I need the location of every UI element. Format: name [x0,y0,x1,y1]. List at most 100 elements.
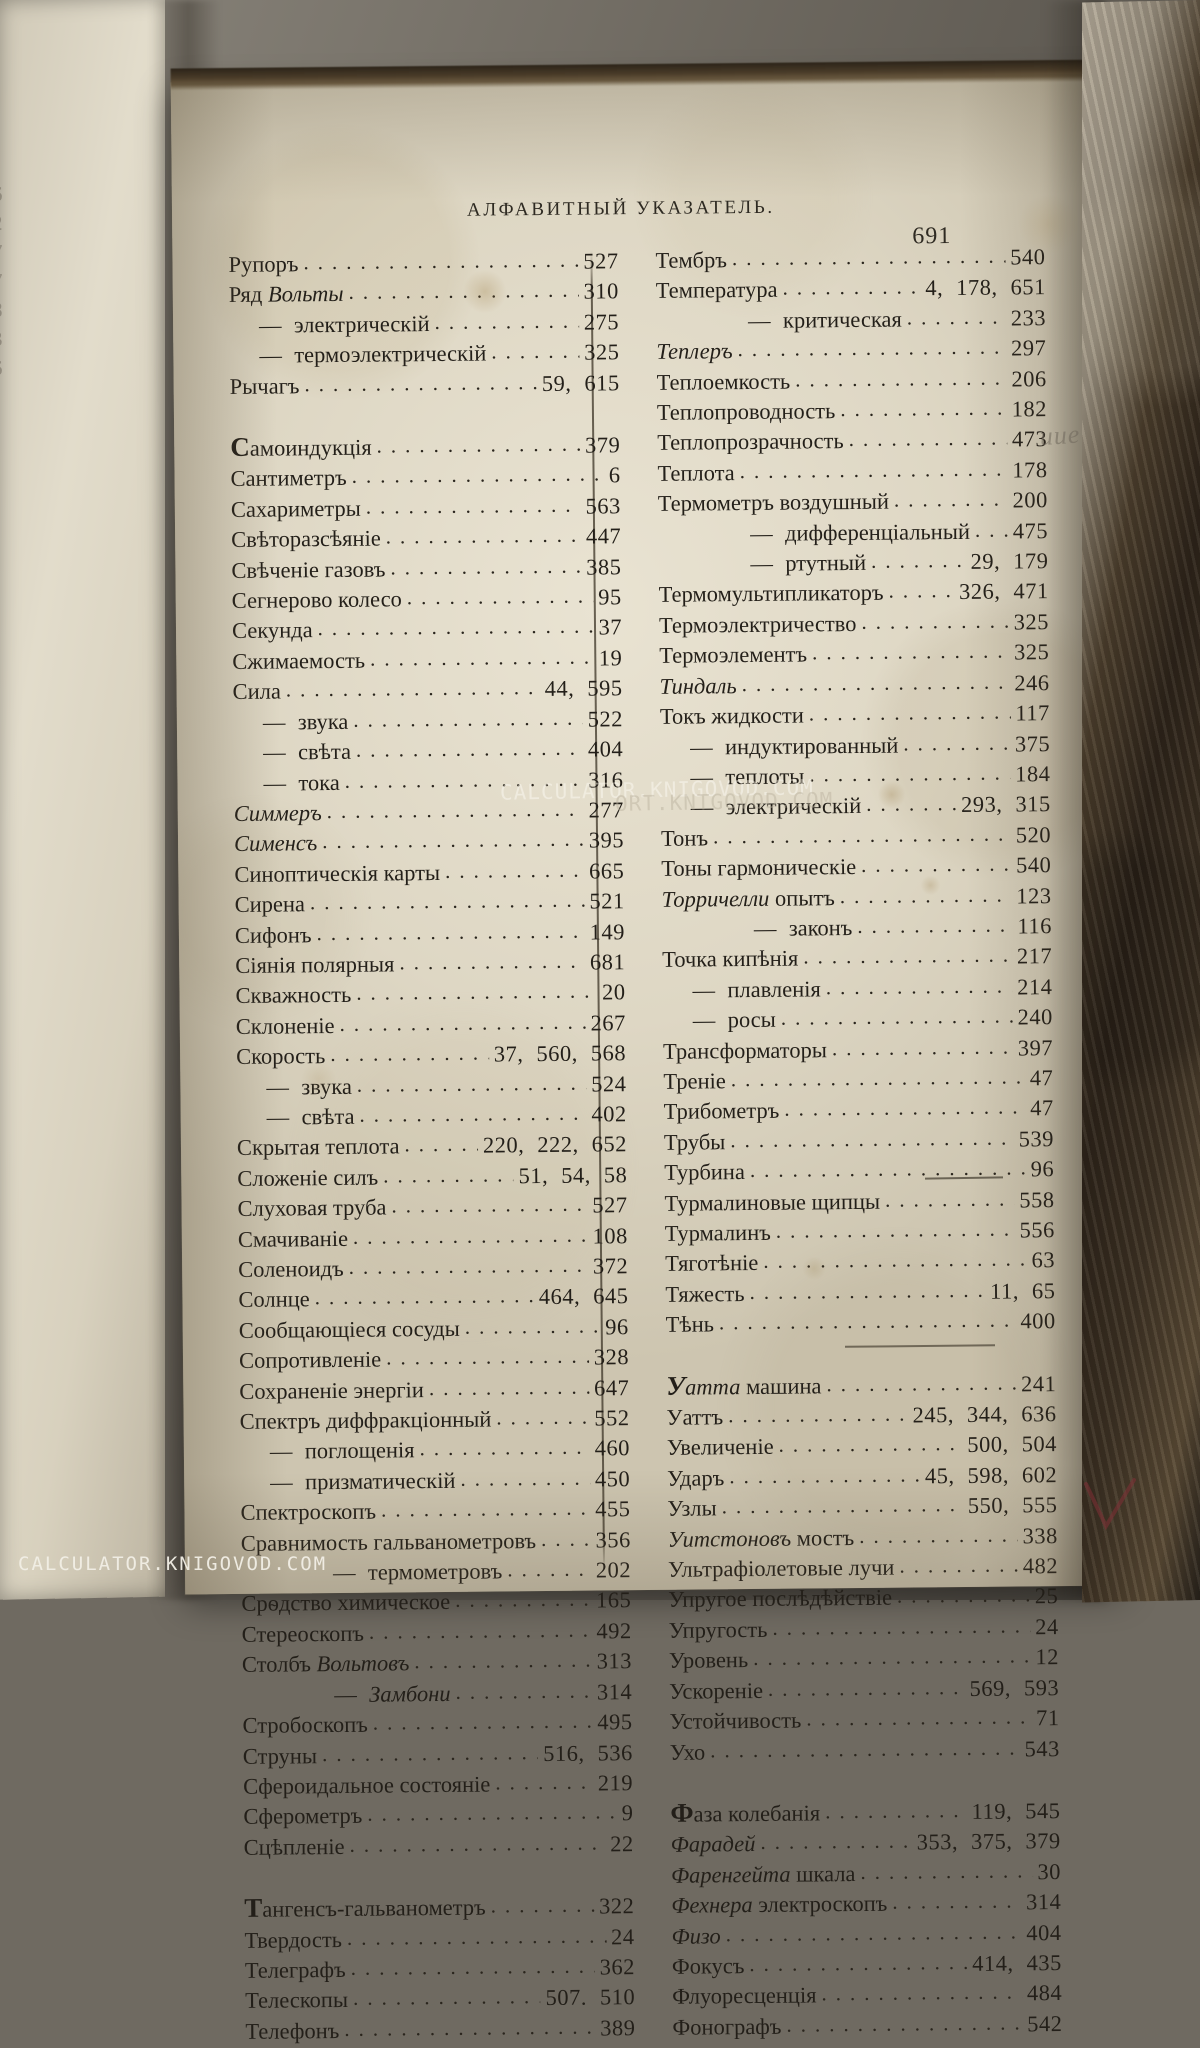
page-number: 362 [599,1954,635,1980]
index-entry-pages: 30 [1037,1857,1061,1888]
page-number: 389 [600,2014,636,2041]
page-number: 119, [971,1798,1013,1824]
index-entry-pages: 22 [610,1829,634,1860]
index-entry-pages: 12 [1035,1642,1059,1673]
dot-leader: ........................................ [892,1885,1022,1914]
index-entry-term: Струны [242,1742,318,1769]
page-number: 219 [597,1770,634,1796]
index-entry-term: Телефонъ [245,2017,340,2044]
dot-leader: ........................................ [495,1766,593,1795]
page-number: 484 [1026,1980,1063,2006]
book-cover-edge [1082,0,1200,1603]
pencil-checkmark-icon [1084,1478,1136,1531]
index-entry-pages: 484 [1027,1978,1063,2009]
index-entry-term: Твердость [244,1926,343,1953]
index-entry-pages: 543 [1024,1734,1060,1765]
index-entry-pages: 71 [1036,1703,1060,1734]
dot-leader: ........................................ [367,1796,617,1827]
dot-leader: ........................................ [344,2011,596,2041]
page-number: 414, [972,1950,1014,1976]
page-number: 379 [1025,1828,1061,1854]
index-entry-pages: 314 [1026,1887,1062,1918]
dot-leader: ........................................ [806,1701,1032,1731]
dot-leader: ........................................ [760,1825,912,1855]
index-entry-pages: 414, 435 [972,1948,1062,1979]
index-entry-term: Стереоскопъ [241,1620,365,1647]
index-entry-term: Упругость [668,1616,768,1643]
dot-leader: ........................................ [772,1610,1031,1640]
index-entry-pages: 492 [596,1616,632,1647]
page-number: 495 [597,1709,633,1735]
page-number: 492 [596,1618,632,1644]
page-number: 12 [1035,1644,1060,1670]
index-entry-term: — Замбони [242,1679,451,1711]
dot-leader: ........................................ [414,1644,592,1674]
index-entry-term: Ускореніе [669,1677,764,1704]
dot-leader: ........................................ [321,1736,539,1766]
index-entry-pages: 314 [597,1677,633,1708]
index-entry: Сцѣпленіе...............................… [244,1827,634,1863]
page-number: 22 [610,1830,634,1857]
page-number: 404 [1026,1919,1062,1945]
dot-leader: ........................................ [860,1855,1033,1884]
page-number: 353, [916,1829,959,1855]
index-entry-pages: 362 [599,1952,635,1983]
page-number: 542 [1027,2010,1063,2037]
watermark-footer: CALCULATOR.KNIGOVOD.COM [18,1553,328,1575]
index-entry-pages: 569, 593 [969,1673,1059,1704]
index-entry: Телеграфъ...............................… [244,1950,635,1986]
index-entry-pages: 119, 545 [971,1796,1060,1827]
dot-leader: ........................................ [349,1827,606,1857]
index-entry-term-italic: Замбони [368,1680,451,1707]
index-entry-term: Устойчивость [669,1707,802,1734]
index-entry-term: Фокусъ [671,1953,745,1979]
dot-leader: ........................................ [725,1916,1022,1946]
index-entry-pages: 389 [600,2013,636,2044]
page-number: 322 [598,1893,635,1919]
dot-leader: ........................................ [490,1889,595,1918]
dot-leader: ........................................ [753,1640,1031,1671]
cover-marbled-texture [1082,0,1200,1603]
page-number: 165 [595,1587,632,1613]
page-number: 375, [970,1828,1013,1855]
page-number: 543 [1024,1735,1060,1761]
index-entry: Фаза колебанія..........................… [670,1794,1060,1830]
index-entry: Стробоскопъ.............................… [242,1705,633,1741]
index-entry-pages: 9 [622,1798,634,1829]
index-entry-term: Уровень [668,1647,749,1674]
index-entry: Телефонъ................................… [245,2011,636,2047]
page-number: 545 [1025,1797,1061,1824]
page-number: 507. [545,1984,588,2011]
dot-leader: ........................................ [350,1950,595,1980]
index-entry-term: Физо [671,1922,721,1949]
index-entry-pages: 516, 536 [543,1738,633,1769]
index-entry: Уровень.................................… [668,1640,1059,1676]
index-entry-term: Тангенсъ-гальванометръ [244,1892,486,1924]
index-entry-pages: 219 [598,1768,634,1799]
dot-leader: ........................................ [372,1705,593,1735]
index-entry-term: Ухо [669,1738,706,1765]
index-entry: Физо....................................… [671,1916,1062,1952]
index-entry-pages: 353, 375, 379 [917,1826,1061,1858]
dot-leader: ........................................ [346,1919,607,1950]
page-number: 510 [599,1984,636,2010]
page-number: 435 [1026,1950,1062,1976]
dot-leader: ........................................ [368,1614,592,1644]
repeat-dash: — [334,1681,357,1707]
index-entry-pages: 404 [1026,1918,1062,1949]
index-entry-term: Фарадей [670,1831,756,1858]
index-entry-term: Телеграфъ [244,1956,346,1983]
dot-leader: ........................................ [710,1732,1020,1762]
index-entry-term: Стробоскопъ [242,1711,368,1739]
index-entry-term: Фехнера электроскопъ [671,1890,888,1918]
section-initial: Ф [670,1797,694,1828]
index-entry: Фонографъ...............................… [672,2007,1063,2043]
index-entry-term-italic: Вольтовъ [316,1650,410,1677]
section-gap [244,1859,634,1893]
index-entry-term: Сферометръ [243,1803,363,1830]
page-number: 516, [543,1740,585,1766]
index-entry-term: Фонографъ [672,2013,782,2040]
index-entry-term: Фаренгейта шкала [670,1860,856,1888]
